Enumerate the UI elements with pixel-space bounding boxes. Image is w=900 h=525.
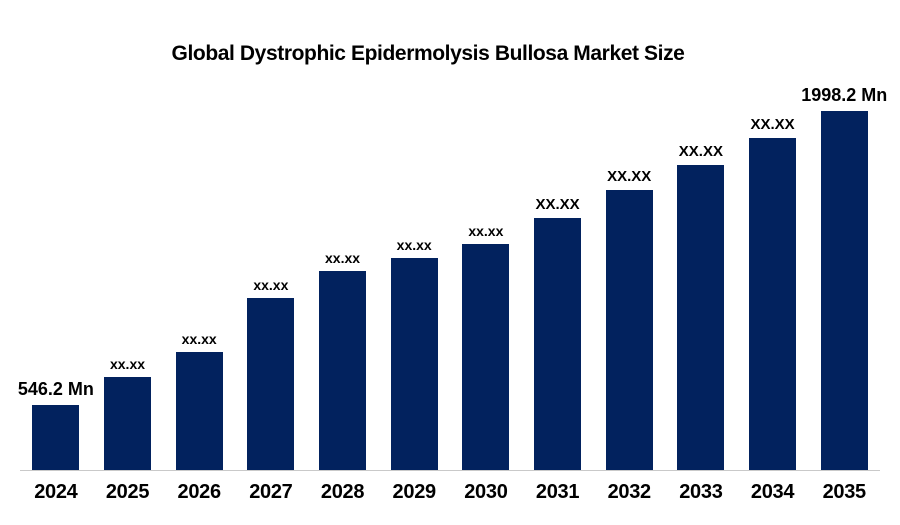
x-tick-2028: 2028 [320, 481, 365, 503]
bar-2024 [32, 405, 80, 470]
value-label-2032: XX.XX [607, 167, 652, 185]
x-tick-2027: 2027 [249, 481, 293, 503]
bar-column-2030: xx.xx [450, 79, 522, 470]
value-label-2034: XX.XX [750, 115, 795, 133]
bar-2031 [534, 218, 582, 470]
value-label-2025: xx.xx [109, 355, 146, 372]
bar-column-2025: xx.xx [92, 79, 164, 470]
bar-2034 [749, 138, 797, 470]
value-label-2035: 1998.2 Mn [801, 85, 888, 106]
x-tick-2025: 2025 [105, 481, 150, 503]
bar-column-2033: XX.XX [665, 79, 737, 470]
bar-column-2032: XX.XX [593, 79, 665, 470]
bar-2030 [462, 244, 510, 470]
x-tick-2033: 2033 [679, 481, 723, 503]
bar-2027 [247, 298, 295, 470]
bar-2032 [605, 190, 653, 470]
bar-column-2027: xx.xx [235, 79, 307, 470]
x-tick-2032: 2032 [607, 481, 652, 503]
bar-2029 [390, 258, 438, 470]
value-label-2029: xx.xx [396, 236, 432, 253]
value-label-2028: xx.xx [325, 249, 361, 266]
value-label-2024: 546.2 Mn [17, 379, 94, 400]
x-tick-2026: 2026 [177, 481, 222, 503]
x-tick-2024: 2024 [34, 481, 78, 503]
bar-2026 [175, 352, 223, 470]
x-tick-2030: 2030 [464, 481, 508, 503]
bar-column-2035: 1998.2 Mn [801, 79, 887, 470]
value-label-2031: XX.XX [535, 195, 580, 213]
bar-2033 [677, 165, 725, 470]
x-tick-2031: 2031 [535, 481, 580, 503]
x-tick-2029: 2029 [392, 481, 437, 503]
bar-column-2029: xx.xx [378, 79, 450, 470]
bar-column-2026: xx.xx [163, 79, 235, 470]
bar-2025 [104, 377, 151, 470]
plot-area: 546.2 Mn xx.xx xx.xx xx.xx xx.xx xx.xx xx.xx XX… [17, 79, 887, 471]
x-tick-2034: 2034 [750, 481, 795, 503]
value-label-2033: XX.XX [678, 142, 723, 160]
bar-2035 [820, 111, 868, 470]
bar-column-2031: XX.XX [522, 79, 594, 470]
value-label-2026: xx.xx [181, 330, 217, 347]
x-axis-labels: 2024 2025 2026 2027 2028 2029 2030 2031 2032 2033… [20, 481, 880, 504]
bar-column-2034: XX.XX [737, 79, 809, 470]
bar-2028 [319, 271, 367, 470]
value-label-2027: xx.xx [253, 276, 289, 293]
chart-title: Global Dystrophic Epidermolysis Bullosa … [171, 42, 685, 65]
x-tick-2035: 2035 [822, 481, 867, 503]
bar-column-2028: xx.xx [307, 79, 379, 470]
value-label-2030: xx.xx [468, 222, 504, 239]
bar-column-2024: 546.2 Mn [17, 79, 94, 470]
